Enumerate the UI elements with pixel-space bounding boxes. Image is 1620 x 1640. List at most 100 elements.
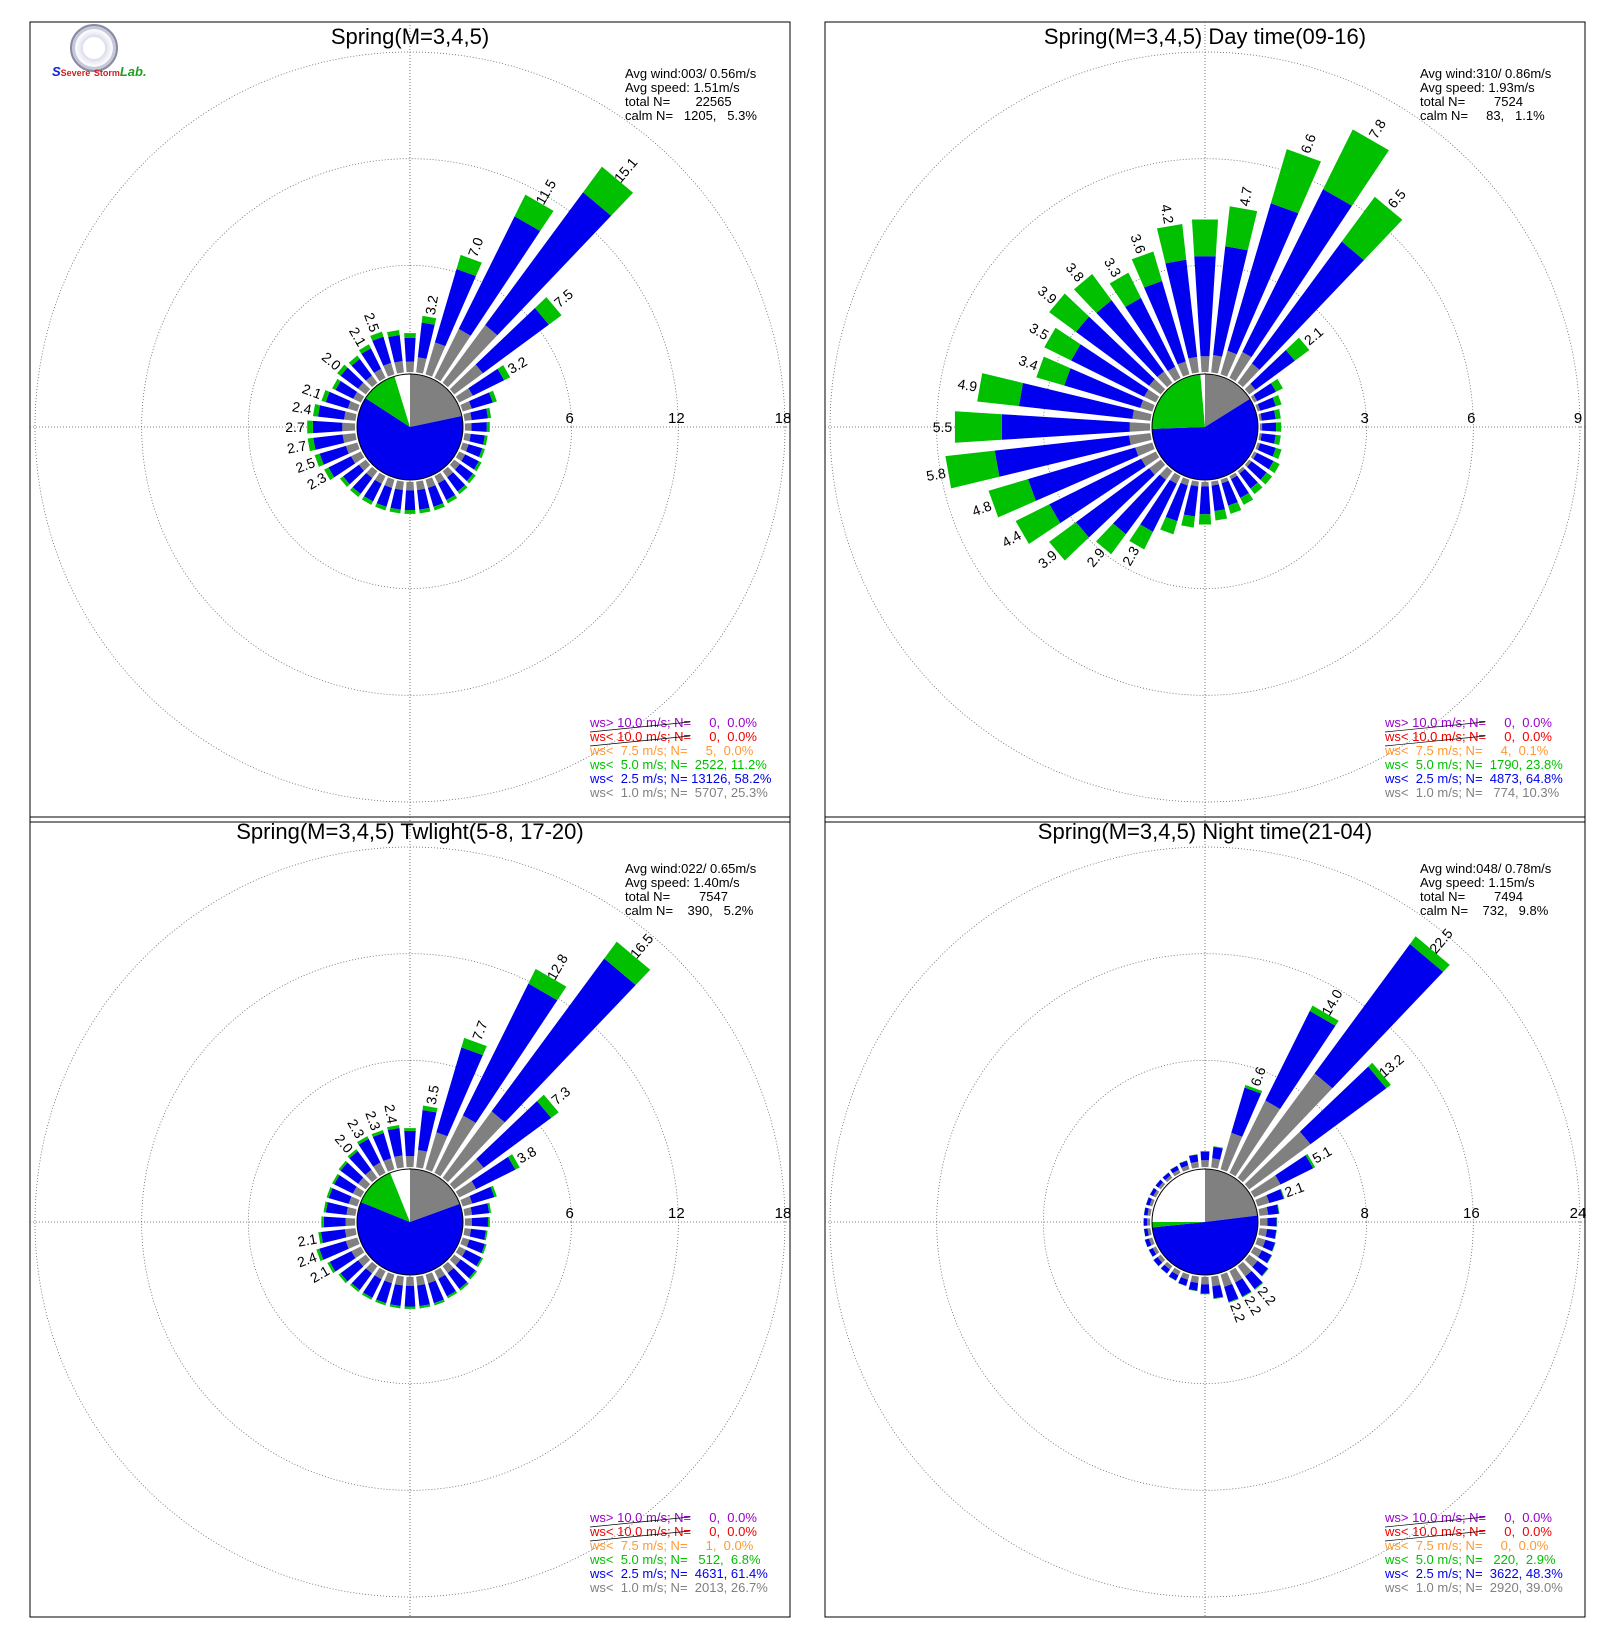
bar-segment-green — [1276, 422, 1282, 432]
bar-segment-blue — [1143, 1218, 1148, 1226]
ring-circle — [936, 953, 1474, 1491]
bar-segment-calm-gray — [358, 1177, 371, 1190]
bar-segment-calm-gray — [373, 1162, 386, 1177]
bar-segment-calm-gray — [1132, 409, 1152, 421]
bar-segment-calm-gray — [460, 401, 472, 412]
calm-pie-slice — [357, 398, 463, 480]
bar-segment-blue — [1212, 1146, 1223, 1160]
bar-segment-calm-gray — [1211, 1275, 1221, 1287]
bar-segment-green — [1168, 1276, 1176, 1281]
bar-segment-blue — [317, 405, 346, 420]
bar-segment-blue — [994, 435, 1131, 477]
legend-entry: ws< 10.0 m/s; N= 0, 0.0% — [1384, 1524, 1552, 1539]
bar-segment-calm-gray — [1250, 394, 1258, 403]
bar-segment-calm-gray — [358, 382, 371, 395]
bar-segment-blue — [469, 392, 493, 409]
calm-pie-slice — [356, 1202, 463, 1275]
bar-segment-calm-gray — [1157, 1254, 1166, 1263]
panel-title: Spring(M=3,4,5) Night time(21-04) — [1038, 819, 1372, 844]
bar-segment-green — [484, 1230, 488, 1241]
bar-segment-blue — [1246, 461, 1267, 480]
bar-segment-calm-gray — [1258, 1228, 1268, 1237]
bar-segment-blue — [387, 1127, 403, 1157]
bar-segment-blue — [468, 368, 505, 396]
bar-segment-calm-gray — [1201, 1276, 1209, 1285]
bar-segment-blue — [404, 490, 416, 511]
bar-segment-blue — [455, 1259, 476, 1279]
panel-title: Spring(M=3,4,5) Twlight(5-8, 17-20) — [236, 819, 583, 844]
bar-segment-green — [350, 1283, 360, 1293]
legend-entry: ws< 7.5 m/s; N= 1, 0.0% — [589, 1538, 754, 1553]
bar-segment-green — [1155, 1179, 1161, 1186]
bar-segment-calm-gray — [1177, 361, 1190, 377]
bar-segment-green — [487, 1216, 490, 1228]
bar-segment-green — [387, 1124, 400, 1131]
bar-segment-blue — [417, 488, 430, 510]
bar-segment-green — [446, 1291, 458, 1299]
bar-segment-blue — [428, 1280, 444, 1304]
calm-pie-slice — [1152, 1169, 1205, 1222]
bar-segment-green — [1244, 1084, 1263, 1094]
bar-segment-blue — [491, 958, 636, 1123]
bar-segment-calm-gray — [351, 1246, 365, 1259]
bar-segment-green — [468, 1270, 478, 1280]
bar-segment-calm-gray — [365, 1261, 378, 1274]
bar-segment-blue — [1188, 1281, 1199, 1291]
bar-segment-green — [457, 484, 468, 495]
bar-segment-blue — [1262, 422, 1277, 432]
bar-segment-calm-gray — [434, 1267, 446, 1279]
bar-segment-blue — [1183, 485, 1199, 517]
bar-segment-blue — [361, 348, 382, 373]
bar-value-label: 11.5 — [532, 176, 559, 207]
bar-value-label: 4.7 — [1236, 185, 1255, 207]
bar-segment-blue — [1230, 475, 1249, 499]
bar-segment-green — [1274, 1230, 1277, 1240]
calm-pie-outline — [1151, 373, 1259, 481]
bar-segment-green — [312, 404, 320, 417]
bar-segment-calm-gray — [1229, 351, 1252, 382]
stats-line: calm N= 83, 1.1% — [1420, 108, 1545, 123]
bar-segment-calm-gray — [1149, 1198, 1155, 1207]
legend-strike-line — [589, 735, 691, 747]
bar-segment-blue — [1199, 486, 1211, 515]
bar-segment-green — [1260, 472, 1273, 485]
bar-segment-blue — [1266, 1204, 1279, 1215]
bar-value-label: 2.4 — [381, 1103, 400, 1125]
bar-segment-green — [474, 461, 482, 472]
bar-segment-calm-gray — [345, 442, 360, 454]
bar-segment-green — [321, 390, 330, 403]
bar-segment-blue — [1224, 1284, 1239, 1302]
bar-segment-blue — [1165, 482, 1188, 522]
bar-segment-green — [327, 1261, 336, 1274]
bar-segment-calm-gray — [1258, 413, 1262, 421]
ring-label: 12 — [668, 410, 685, 427]
ring-circle — [247, 1059, 573, 1385]
bar-segment-blue — [312, 420, 343, 434]
bar-segment-green — [1341, 196, 1403, 261]
bar-segment-blue — [1144, 280, 1186, 365]
bar-segment-green — [1272, 395, 1282, 407]
legend-entry: ws> 10.0 m/s; N= 0, 0.0% — [589, 715, 757, 730]
bar-segment-calm-gray — [416, 1149, 428, 1169]
bar-segment-green — [1225, 206, 1258, 251]
bar-value-label: 3.2 — [422, 294, 441, 316]
bar-segment-blue — [340, 367, 364, 389]
bar-segment-blue — [319, 445, 349, 465]
bar-segment-blue — [427, 485, 444, 507]
bar-segment-calm-gray — [1250, 1246, 1263, 1258]
bar-segment-blue — [319, 1240, 349, 1260]
bar-segment-calm-gray — [416, 357, 427, 374]
bar-segment-blue — [1146, 1197, 1152, 1206]
calm-pie-slice — [1205, 374, 1250, 427]
bar-segment-blue — [1227, 203, 1299, 355]
bar-segment-blue — [1213, 246, 1248, 357]
bar-segment-calm-gray — [1180, 477, 1190, 486]
bar-segment-calm-gray — [455, 1246, 466, 1257]
bar-segment-calm-gray — [1135, 442, 1155, 457]
legend-strike-line — [589, 721, 691, 733]
bar-segment-green — [534, 297, 562, 325]
bar-segment-blue — [462, 1249, 482, 1267]
bar-segment-blue — [475, 307, 549, 374]
bar-value-label: 3.8 — [514, 1143, 539, 1167]
bar-segment-green — [1188, 1154, 1198, 1156]
